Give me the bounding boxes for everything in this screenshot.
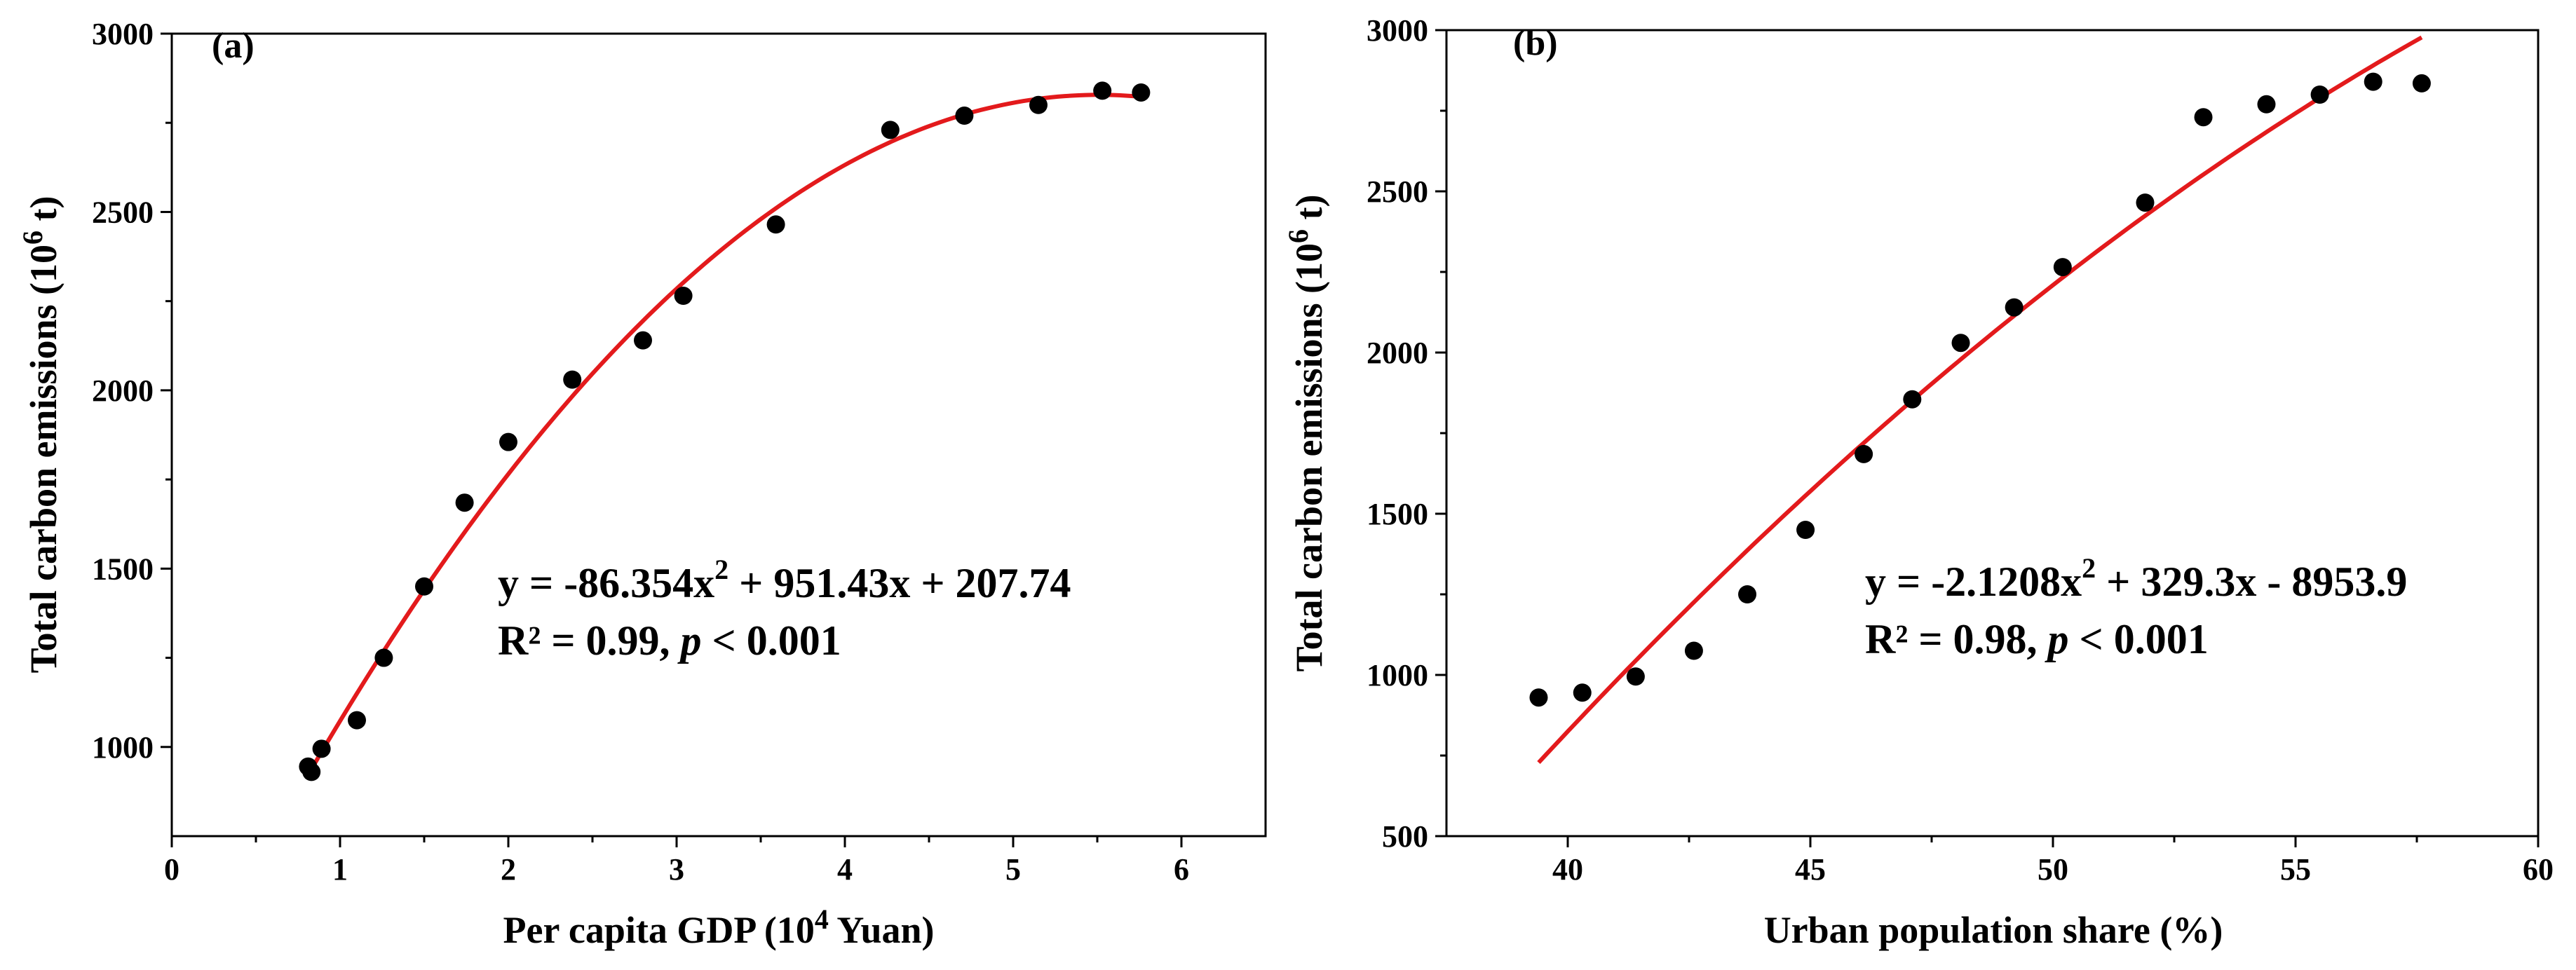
fit-curve-a (306, 93, 1141, 777)
y-tick-label-a: 1000 (92, 730, 154, 765)
data-point-a (563, 370, 582, 389)
y-tick-label-a: 2000 (92, 374, 154, 408)
data-point-b (1796, 521, 1815, 539)
x-tick-label-a: 4 (837, 852, 853, 887)
data-point-b (1684, 641, 1703, 660)
y-tick-label-b: 2000 (1367, 336, 1428, 370)
points-a (299, 81, 1151, 781)
data-point-a (674, 287, 693, 306)
x-axis-title-a: Per capita GDP (104 Yuan) (503, 903, 934, 951)
x-tick-label-b: 45 (1795, 852, 1826, 887)
panel-label-a: (a) (212, 26, 255, 66)
data-point-b (2257, 95, 2276, 114)
data-point-b (2412, 74, 2431, 93)
data-point-b (1951, 334, 1970, 353)
y-ticks-b: 500 1000 1500 2000 2500 3000 (1367, 13, 1446, 854)
y-tick-label-b: 500 (1382, 819, 1428, 854)
x-tick-label-b: 55 (2280, 852, 2311, 887)
plot-frame-b (1445, 29, 2540, 838)
x-tick-label-a: 5 (1005, 852, 1021, 887)
data-point-b (2136, 193, 2155, 212)
y-tick-label-a: 3000 (92, 17, 154, 51)
data-point-a (348, 711, 366, 730)
equation-b: y = -2.1208x2 + 329.3x - 8953.9 (1865, 552, 2407, 605)
data-point-a (1132, 83, 1151, 102)
data-point-b (2005, 298, 2023, 317)
data-point-a (312, 739, 331, 758)
y-tick-label-b: 3000 (1367, 13, 1428, 48)
data-point-b (1855, 444, 1873, 463)
data-point-a (955, 107, 974, 125)
panel-b: 40 45 50 55 60 500 1000 1500 2000 2500 3000 (b) y… (1282, 13, 2554, 951)
data-point-a (302, 763, 321, 781)
x-tick-label-b: 50 (2038, 852, 2068, 887)
panel-a: 0 1 2 3 4 5 6 1000 1500 2000 2500 3000 (a) y = -86… (17, 17, 1267, 951)
y-tick-label-b: 2500 (1367, 175, 1428, 209)
data-point-b (2053, 258, 2072, 277)
data-point-a (499, 432, 517, 451)
x-tick-label-a: 2 (501, 852, 516, 887)
data-point-b (1738, 585, 1757, 603)
data-point-b (1573, 683, 1592, 702)
x-tick-label-b: 60 (2523, 852, 2554, 887)
data-point-a (374, 648, 393, 667)
y-ticks-a: 1000 1500 2000 2500 3000 (92, 17, 172, 765)
equation-a: y = -86.354x2 + 951.43x + 207.74 (498, 554, 1071, 606)
x-ticks-a: 0 1 2 3 4 5 6 (164, 836, 1189, 887)
x-axis-title-b: Urban population share (%) (1764, 909, 2223, 951)
r2-b: R² = 0.98, p < 0.001 (1865, 616, 2209, 662)
points-b (1529, 72, 2431, 707)
data-point-b (1529, 688, 1548, 707)
r2-a: R² = 0.99, p < 0.001 (498, 617, 841, 664)
panel-label-b: (b) (1513, 23, 1558, 63)
data-point-b (2364, 72, 2382, 91)
y-axis-title-a: Total carbon emissions (106 t) (17, 196, 65, 673)
x-tick-label-a: 0 (164, 852, 179, 887)
y-tick-label-b: 1000 (1367, 658, 1428, 692)
x-tick-label-a: 1 (332, 852, 348, 887)
y-tick-label-a: 1500 (92, 552, 154, 586)
y-tick-label-b: 1500 (1367, 497, 1428, 531)
x-tick-label-b: 40 (1552, 852, 1583, 887)
plot-frame-a (170, 32, 1267, 838)
data-point-b (2194, 108, 2213, 127)
data-point-a (415, 577, 433, 596)
data-point-b (2310, 86, 2329, 104)
data-point-a (1029, 95, 1048, 114)
y-axis-title-b: Total carbon emissions (106 t) (1282, 194, 1330, 671)
data-point-a (881, 121, 900, 139)
data-point-b (1903, 390, 1922, 409)
data-point-a (455, 493, 474, 512)
data-point-a (634, 331, 652, 350)
x-ticks-b: 40 45 50 55 60 (1552, 836, 2554, 887)
data-point-a (1093, 81, 1112, 100)
fit-curve-b (1537, 35, 2423, 765)
x-tick-label-a: 3 (669, 852, 684, 887)
y-tick-label-a: 2500 (92, 195, 154, 229)
x-tick-label-a: 6 (1174, 852, 1189, 887)
data-point-a (766, 215, 785, 234)
data-point-b (1626, 667, 1645, 686)
